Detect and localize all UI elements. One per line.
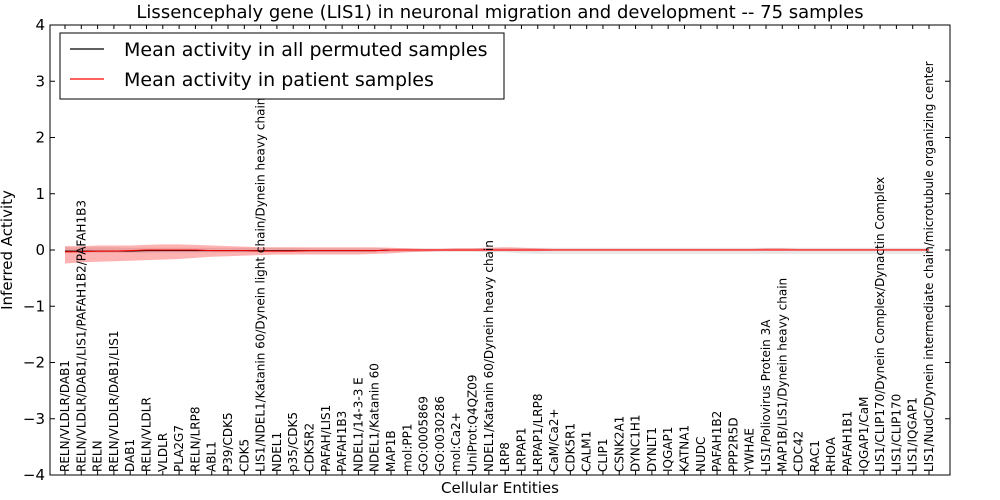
y-tick-label: −2	[23, 354, 45, 372]
x-tick-label: CALM1	[580, 431, 594, 472]
y-tick-label: 3	[35, 72, 45, 90]
x-tick-label: CDK5R2	[303, 423, 317, 472]
x-tick-label: LRPAP1/LRP8	[531, 393, 545, 472]
y-tick-label: −1	[23, 297, 45, 315]
y-axis: −4 −3 −2 −1 0 1 2 3 4	[23, 16, 950, 484]
x-tick-label: RELN/VLDLR/DAB1/LIS1	[107, 331, 121, 472]
x-tick-label: PPP2R5D	[726, 417, 740, 472]
legend-frame	[59, 32, 505, 100]
x-tick-label: LRP8	[498, 442, 512, 472]
legend: Mean activity in all permuted samples Me…	[59, 32, 505, 100]
y-tick-label: 0	[35, 241, 45, 259]
x-tick-label: ABL1	[205, 441, 219, 472]
x-tick-label: LIS1/NudC/Dynein intermediate chain/micr…	[922, 61, 936, 472]
x-tick-label: MAP1B	[384, 430, 398, 472]
x-tick-label: PLA2G7	[172, 425, 186, 472]
x-tick-label: RELN/VLDLR	[140, 397, 154, 472]
x-tick-label: LIS1/CLIP170/Dynein Complex/Dynactin Com…	[873, 177, 887, 472]
x-tick-label: PAFAH1B2	[710, 411, 724, 472]
x-tick-label: NDEL1	[270, 432, 284, 472]
x-tick-label: NUDC	[694, 437, 708, 472]
x-tick-label: LIS1/NDEL1/Katanin 60/Dynein light chain…	[254, 98, 268, 472]
x-tick-label: GO:0005869	[417, 396, 431, 472]
x-axis: RELN/VLDLR/DAB1 RELN/VLDLR/DAB1/LIS1/PAFA…	[58, 25, 936, 475]
band-permuted	[65, 247, 929, 254]
y-tick-label: 4	[35, 16, 45, 34]
x-tick-label: CaM/Ca2+	[547, 408, 561, 472]
x-axis-label: Cellular Entities	[441, 479, 559, 497]
x-tick-label: LIS1/IQGAP1	[906, 397, 920, 472]
band-patient	[65, 244, 929, 264]
x-tick-label: IQGAP1/CaM	[857, 397, 871, 473]
x-tick-label: IQGAP1	[661, 427, 675, 472]
x-tick-label: p35/CDK5	[286, 412, 300, 472]
x-tick-label: KATNA1	[678, 425, 692, 472]
x-tick-label: CSNK2A1	[612, 416, 626, 472]
x-tick-label: PAFAH/LIS1	[319, 405, 333, 472]
x-tick-label: RAC1	[808, 440, 822, 472]
series-line-patient	[65, 249, 929, 253]
x-tick-label: CDK5R1	[563, 423, 577, 472]
x-tick-label: PAFAH1B1	[841, 411, 855, 472]
x-tick-label: DYNLT1	[645, 427, 659, 472]
x-tick-label: CDK5	[237, 439, 251, 472]
legend-label-permuted: Mean activity in all permuted samples	[124, 39, 487, 61]
chart-title: Lissencephaly gene (LIS1) in neuronal mi…	[136, 2, 863, 23]
x-tick-label: P39/CDK5	[221, 412, 235, 472]
x-tick-label: LRPAP1	[515, 427, 529, 472]
y-tick-label: 1	[35, 185, 45, 203]
y-tick-label: 2	[35, 129, 45, 147]
x-tick-label: NDEL1/14-3-3 E	[351, 377, 365, 472]
x-tick-label: NDEL1/Katanin 60/Dynein heavy chain	[482, 240, 496, 472]
x-tick-label: RELN/VLDLR/DAB1/LIS1/PAFAH1B2/PAFAH1B3	[74, 200, 88, 472]
y-axis-label: Inferred Activity	[0, 190, 16, 310]
y-tick-label: −3	[23, 410, 45, 428]
x-tick-label: RELN	[91, 440, 105, 472]
series-lines	[65, 249, 929, 253]
x-tick-label: NDEL1/Katanin 60	[368, 363, 382, 472]
confidence-bands	[65, 244, 929, 264]
x-tick-label: mol:Ca2+	[449, 412, 463, 472]
x-tick-label: YWHAE	[743, 428, 757, 473]
x-tick-label: LIS1/Poliovirus Protein 3A	[759, 319, 773, 472]
x-tick-label: RELN/VLDLR/DAB1	[58, 360, 72, 472]
x-tick-label: CDC42	[792, 431, 806, 472]
x-tick-label: LIS1/CLIP170	[889, 394, 903, 472]
x-tick-label: RHOA	[824, 436, 838, 472]
x-tick-label: DYNC1H1	[629, 414, 643, 472]
x-tick-label: mol:PP1	[400, 423, 414, 472]
y-tick-label: −4	[23, 466, 45, 484]
legend-label-patient: Mean activity in patient samples	[124, 69, 434, 91]
x-tick-label: MAP1B/LIS1/Dynein heavy chain	[775, 278, 789, 472]
x-tick-label: PAFAH1B3	[335, 411, 349, 472]
x-tick-label: VLDLR	[156, 433, 170, 472]
x-tick-label: GO:0030286	[433, 396, 447, 472]
x-tick-label: CLIP1	[596, 439, 610, 472]
x-tick-label: DAB1	[123, 439, 137, 472]
x-tick-label: UniProt:Q4QZ09	[466, 374, 480, 472]
x-tick-label: RELN/LRP8	[188, 406, 202, 472]
